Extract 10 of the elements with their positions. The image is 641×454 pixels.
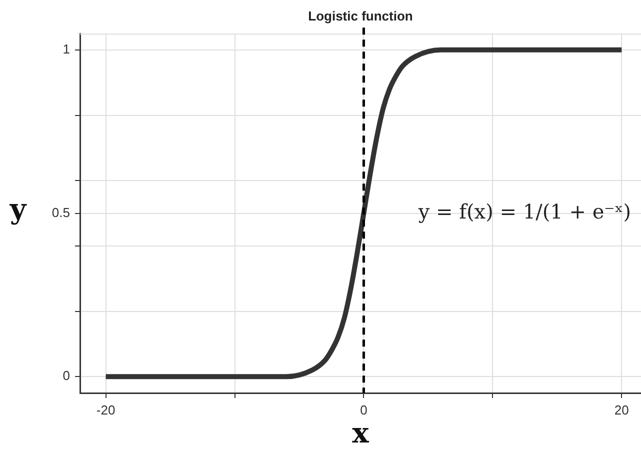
y-tick-label: 0.5	[52, 204, 70, 220]
y-tick-label: 1	[62, 42, 70, 57]
y-tick-label: 0	[62, 368, 70, 384]
annotation: y = f(x) = 1/(1 + e⁻ˣ)	[417, 200, 631, 224]
x-axis-title: x	[352, 416, 370, 450]
chart-title: Logistic function	[308, 8, 413, 24]
x-tick-label: 20	[614, 402, 629, 418]
x-tick-label: 0	[360, 402, 368, 418]
x-tick-label: -20	[96, 402, 116, 418]
y-axis-title: y	[8, 192, 27, 226]
